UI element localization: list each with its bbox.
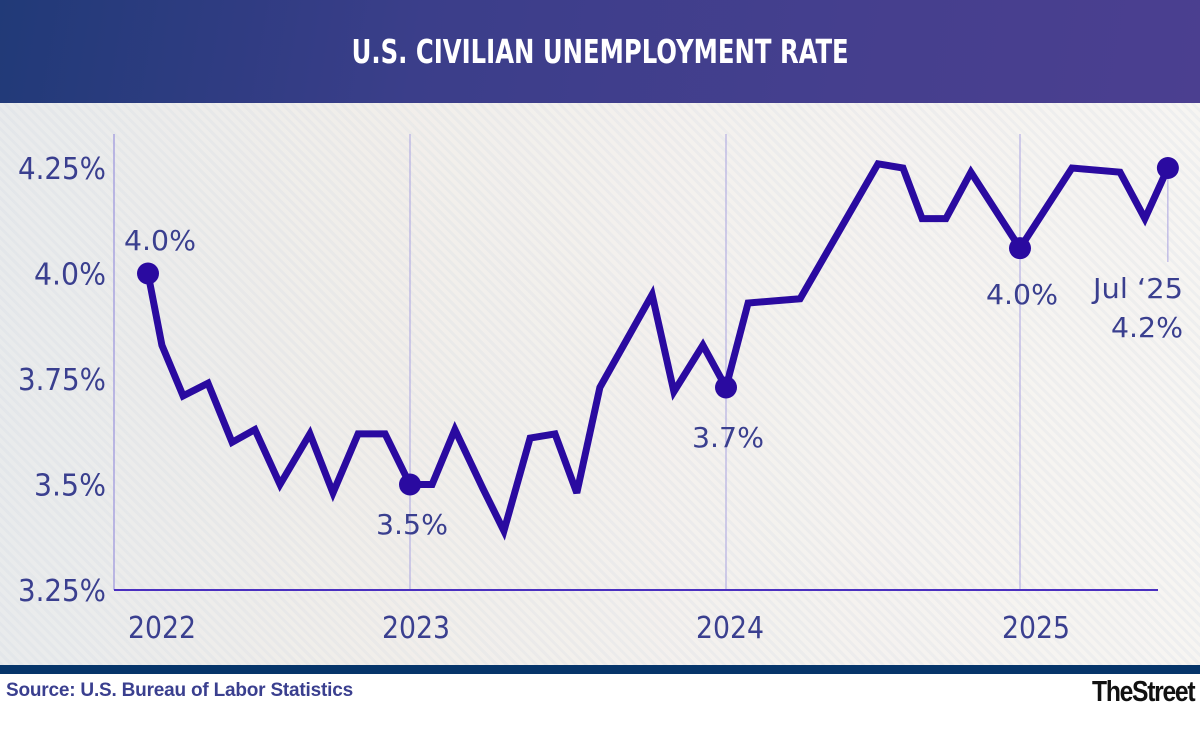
chart-title: U.S. CIVILIAN UNEMPLOYMENT RATE: [351, 32, 849, 71]
data-point-marker: [399, 473, 421, 496]
series-line-unemployment-rate: [144, 159, 1172, 541]
y-tick-label: 4.25%: [18, 152, 106, 187]
x-tick-label: 2022: [128, 611, 196, 646]
y-tick-label: 3.5%: [34, 469, 106, 504]
x-tick-label: 2023: [382, 611, 450, 646]
footer-divider: [0, 665, 1200, 674]
data-point-marker: [1156, 157, 1179, 179]
data-point-marker: [715, 376, 737, 399]
unemployment-line-chart: 4.25% 4.0% 3.75% 3.5% 3.25% 2022 2023 20…: [18, 134, 1183, 646]
y-tick-label: 3.25%: [18, 574, 106, 609]
x-axis-ticks: 2022 2023 2024 2025: [128, 611, 1070, 646]
annotations: 4.0% 3.5% 3.7% 4.0% Jul ‘25 4.2%: [124, 224, 1183, 541]
thestreet-logo: TheStreet: [1091, 676, 1196, 708]
source-note: Source: U.S. Bureau of Labor Statistics: [6, 680, 353, 701]
annotation-label: 4.2%: [1111, 311, 1183, 344]
data-point-marker: [137, 262, 159, 285]
title-banner: U.S. CIVILIAN UNEMPLOYMENT RATE: [0, 0, 1200, 103]
annotation-label: 4.0%: [986, 278, 1058, 311]
gridlines: [409, 134, 1169, 590]
annotation-label: 4.0%: [124, 224, 196, 257]
annotation-label: 3.5%: [376, 508, 448, 541]
annotation-label: 3.7%: [692, 421, 764, 454]
x-tick-label: 2025: [1002, 611, 1070, 646]
highlight-points: [137, 157, 1179, 496]
footer: [0, 674, 1200, 734]
y-tick-label: 3.75%: [18, 363, 106, 398]
y-tick-label: 4.0%: [34, 258, 106, 293]
y-axis-ticks: 4.25% 4.0% 3.75% 3.5% 3.25%: [18, 152, 106, 609]
data-point-marker: [1009, 237, 1031, 260]
x-tick-label: 2024: [696, 611, 764, 646]
annotation-date-label: Jul ‘25: [1091, 272, 1183, 305]
